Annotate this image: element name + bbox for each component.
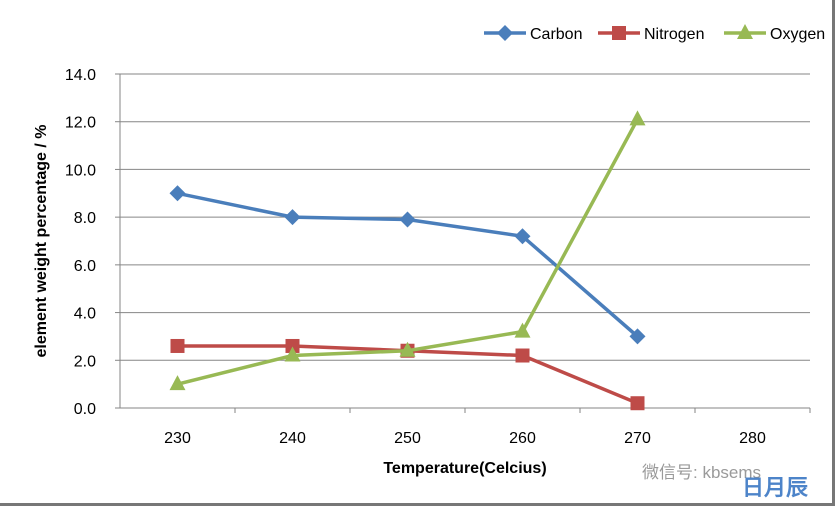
data-point-oxygen: [284, 346, 301, 362]
data-point-carbon: [399, 211, 416, 228]
legend-marker-carbon: [497, 25, 513, 41]
x-axis-label: Temperature(Celcius): [383, 460, 546, 477]
data-point-nitrogen: [515, 348, 530, 363]
legend-label-carbon: Carbon: [530, 26, 582, 43]
x-tick-label: 230: [164, 430, 191, 447]
legend-marker-nitrogen: [612, 26, 626, 40]
data-point-oxygen: [399, 341, 416, 357]
y-tick-label: 2.0: [74, 353, 96, 370]
y-tick-label: 4.0: [74, 306, 96, 323]
y-axis-label: element weight percentage / %: [33, 125, 50, 358]
x-tick-label: 240: [279, 430, 306, 447]
data-point-nitrogen: [285, 338, 300, 353]
x-tick-label: 280: [739, 430, 766, 447]
y-tick-label: 8.0: [74, 210, 96, 227]
watermark-logo: 日月辰: [742, 475, 809, 500]
data-point-carbon: [629, 328, 646, 345]
data-point-oxygen: [514, 322, 531, 338]
legend-label-oxygen: Oxygen: [770, 26, 825, 43]
y-tick-label: 14.0: [65, 67, 96, 84]
y-tick-label: 10.0: [65, 162, 96, 179]
data-point-oxygen: [169, 375, 186, 391]
watermark-text: 微信号: kbsems: [642, 463, 762, 482]
legend-marker-oxygen: [737, 24, 753, 39]
data-point-carbon: [284, 209, 301, 226]
y-tick-label: 6.0: [74, 258, 96, 275]
data-point-nitrogen: [170, 338, 185, 353]
x-tick-label: 260: [509, 430, 536, 447]
y-tick-label: 12.0: [65, 115, 96, 132]
data-point-carbon: [169, 185, 186, 202]
y-tick-label: 0.0: [74, 401, 96, 418]
x-tick-label: 250: [394, 430, 421, 447]
data-point-carbon: [514, 228, 531, 245]
data-point-oxygen: [629, 110, 646, 126]
x-tick-label: 270: [624, 430, 651, 447]
legend-label-nitrogen: Nitrogen: [644, 26, 704, 43]
data-point-nitrogen: [630, 396, 645, 411]
